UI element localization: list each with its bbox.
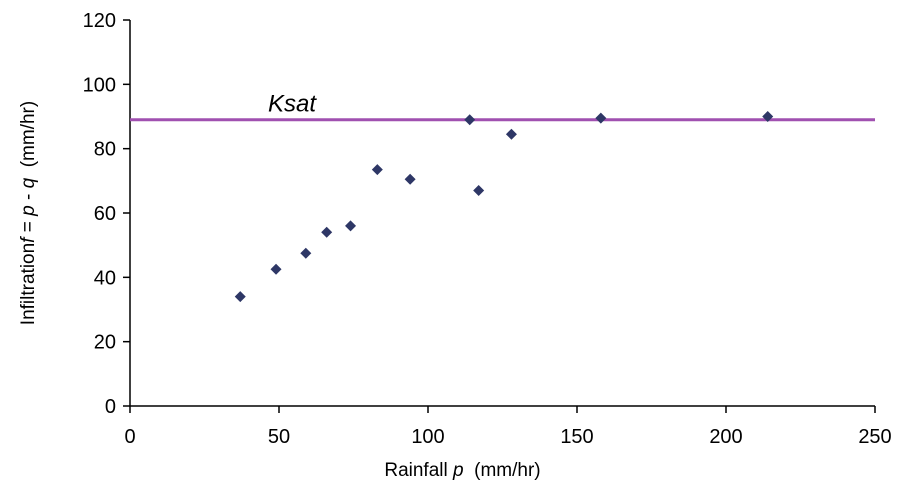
y-tick-label: 120 <box>83 10 116 32</box>
y-tick-label: 40 <box>94 267 116 289</box>
x-tick-label: 50 <box>268 426 290 448</box>
data-point <box>270 263 282 275</box>
y-axis-label: Infiltrationf = p - q (mm/hr) <box>18 101 39 325</box>
data-point <box>321 226 333 238</box>
ticks-layer: 0 20 40 60 80 100 120 0 50 100 150 200 250 <box>83 10 892 448</box>
points-layer <box>234 111 774 303</box>
x-tick-label: 0 <box>124 426 135 448</box>
data-point <box>473 184 485 196</box>
x-axis-label: Rainfall p (mm/hr) <box>384 460 540 481</box>
y-tick-label: 80 <box>94 139 116 161</box>
y-tick-label: 60 <box>94 203 116 225</box>
x-tick-label: 200 <box>709 426 742 448</box>
data-point <box>345 220 357 232</box>
y-tick-label: 0 <box>105 396 116 418</box>
x-tick-label: 250 <box>858 426 891 448</box>
data-point <box>464 114 476 126</box>
y-tick-label: 20 <box>94 332 116 354</box>
data-point <box>404 173 416 185</box>
data-point <box>371 164 383 176</box>
y-tick-label: 100 <box>83 74 116 96</box>
data-point <box>505 128 517 140</box>
data-point <box>595 112 607 124</box>
data-point <box>234 291 246 303</box>
axes-layer <box>129 20 875 407</box>
x-tick-label: 150 <box>560 426 593 448</box>
x-tick-label: 100 <box>411 426 444 448</box>
ksat-label: Ksat <box>268 91 317 118</box>
data-point <box>300 247 312 259</box>
data-point <box>762 111 774 122</box>
